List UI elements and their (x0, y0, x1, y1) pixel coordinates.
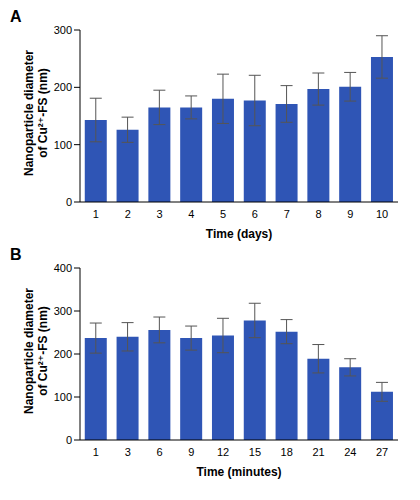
svg-text:Time (days): Time (days) (206, 227, 272, 241)
svg-text:3: 3 (156, 208, 162, 220)
svg-text:5: 5 (220, 208, 226, 220)
svg-text:100: 100 (54, 139, 72, 151)
svg-text:21: 21 (312, 446, 324, 458)
svg-text:9: 9 (188, 446, 194, 458)
svg-text:18: 18 (281, 446, 293, 458)
svg-text:400: 400 (54, 262, 72, 274)
svg-text:200: 200 (54, 81, 72, 93)
svg-text:300: 300 (54, 305, 72, 317)
svg-text:3: 3 (125, 446, 131, 458)
html-text:B: B (10, 246, 22, 263)
svg-text:6: 6 (252, 208, 258, 220)
svg-text:Time (minutes): Time (minutes) (196, 465, 281, 479)
svg-text:8: 8 (315, 208, 321, 220)
svg-text:27: 27 (376, 446, 388, 458)
html-text:of Cu²⁺-FS (nm): of Cu²⁺-FS (nm) (36, 68, 50, 158)
svg-text:100: 100 (54, 391, 72, 403)
svg-text:12: 12 (217, 446, 229, 458)
svg-text:4: 4 (188, 208, 194, 220)
svg-text:2: 2 (125, 208, 131, 220)
svg-text:0: 0 (66, 434, 72, 446)
svg-text:200: 200 (54, 348, 72, 360)
svg-text:300: 300 (54, 24, 72, 36)
svg-text:10: 10 (376, 208, 388, 220)
svg-text:1: 1 (93, 446, 99, 458)
svg-text:24: 24 (344, 446, 356, 458)
svg-text:15: 15 (249, 446, 261, 458)
html-text:A: A (10, 8, 22, 25)
html-text:Nanoparticle diameter: Nanoparticle diameter (22, 50, 36, 176)
html-text:of Cu²⁺-FS (nm): of Cu²⁺-FS (nm) (36, 306, 50, 396)
svg-text:9: 9 (347, 208, 353, 220)
svg-text:0: 0 (66, 196, 72, 208)
svg-text:1: 1 (93, 208, 99, 220)
html-text:Nanoparticle diameter: Nanoparticle diameter (22, 288, 36, 414)
svg-text:7: 7 (284, 208, 290, 220)
svg-text:6: 6 (156, 446, 162, 458)
